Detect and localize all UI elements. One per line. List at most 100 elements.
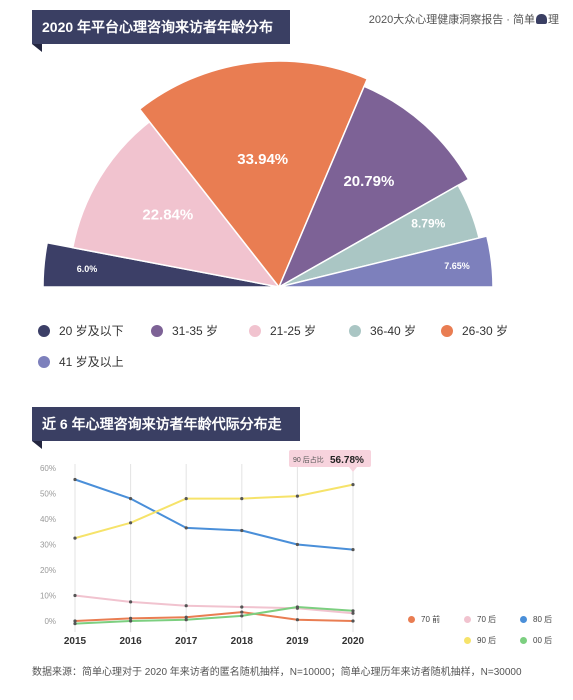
series-point xyxy=(351,609,355,613)
pie-slice xyxy=(138,60,369,289)
series-point xyxy=(129,497,133,501)
series-point xyxy=(129,521,133,525)
series-point xyxy=(184,604,188,608)
series-point xyxy=(184,615,188,619)
pie-slice-label: 8.79% xyxy=(411,217,445,231)
legend-dot-icon xyxy=(520,616,527,623)
legend-dot-icon xyxy=(249,324,261,337)
legend-dot-icon xyxy=(38,355,50,368)
series-point xyxy=(295,605,299,609)
x-tick-label: 2015 xyxy=(64,636,87,647)
line-legend-label: 90 后 xyxy=(477,636,497,645)
series-point xyxy=(184,526,188,530)
legend-dot-icon xyxy=(349,324,361,337)
series-point xyxy=(295,542,299,547)
series-point xyxy=(73,477,77,482)
pie-slice-label: 33.94% xyxy=(237,151,288,168)
pie-legend-label: 31-35 岁 xyxy=(172,324,219,338)
pie-legend-label: 20 岁及以下 xyxy=(59,324,124,338)
legend-dot-icon xyxy=(464,616,471,623)
line-legend-label: 70 前 xyxy=(421,615,441,624)
pie-slice-label: 20.79% xyxy=(343,173,394,190)
series-line xyxy=(74,611,354,622)
line-legend-item: 70 后 xyxy=(464,614,496,625)
y-tick-label: 20% xyxy=(40,566,56,575)
pie-legend-label: 21-25 岁 xyxy=(270,324,317,338)
pie-slice xyxy=(278,235,494,288)
series-point xyxy=(129,616,133,620)
series-line xyxy=(74,606,354,625)
annotation-pointer xyxy=(349,467,357,472)
pie-legend-item: 41 岁及以上 xyxy=(38,353,124,370)
series-line xyxy=(74,483,354,540)
series-point xyxy=(73,622,77,626)
legend-dot-icon xyxy=(464,637,471,644)
series-point xyxy=(295,494,299,498)
pie-slice-label: 6.0% xyxy=(77,264,98,274)
x-tick-label: 2018 xyxy=(231,636,254,647)
series-point xyxy=(351,483,355,487)
series-point xyxy=(184,618,188,622)
series-point xyxy=(240,528,244,533)
line-legend-label: 80 后 xyxy=(533,615,553,624)
legend-dot-icon xyxy=(408,616,415,623)
pie-legend-label: 41 岁及以上 xyxy=(59,355,124,369)
brand-logo-icon xyxy=(536,14,547,24)
y-tick-label: 0% xyxy=(44,617,56,626)
series-point xyxy=(240,610,244,614)
line-legend-label: 70 后 xyxy=(477,615,497,624)
series-point xyxy=(240,497,244,501)
x-tick-label: 2017 xyxy=(175,636,198,647)
pie-slice xyxy=(71,120,281,289)
line-chart: 2015 2016 2017 2018 2019 2020 0% 10% 20% 30% 40% 50… xyxy=(40,450,371,647)
brand-header: 2020大众心理健康洞察报告 · 简单 理 xyxy=(369,11,559,27)
x-tick-label: 2019 xyxy=(286,636,309,647)
pie-slice-label: 22.84% xyxy=(142,206,193,223)
series-point xyxy=(351,548,355,552)
pie-legend-label: 36-40 岁 xyxy=(370,324,417,338)
legend-dot-icon xyxy=(520,637,527,644)
series-point xyxy=(351,619,355,623)
y-tick-label: 40% xyxy=(40,515,56,524)
line-chart-title: 近 6 年心理咨询来访者年龄代际分布走势 xyxy=(32,407,300,466)
series-line xyxy=(74,478,354,551)
series-point xyxy=(184,497,188,501)
legend-dot-icon xyxy=(38,324,50,337)
brand-text: 2020大众心理健康洞察报告 · 简单 xyxy=(368,14,535,26)
series-point xyxy=(295,618,299,622)
pie-legend-item: 21-25 岁 xyxy=(249,322,316,339)
x-tick-label: 2016 xyxy=(119,636,142,647)
series-line xyxy=(74,594,354,615)
line-legend-item: 00 后 xyxy=(520,635,552,646)
series-point xyxy=(129,600,133,604)
pie-legend-label: 26-30 岁 xyxy=(462,324,509,338)
series-point xyxy=(73,593,77,598)
y-tick-label: 10% xyxy=(40,592,56,601)
pie-legend-item: 36-40 岁 xyxy=(349,322,416,339)
series-point xyxy=(129,619,133,623)
data-source-note: 数据来源：简单心理对于 2020 年来访者的匿名随机抽样，N=10000；简单心… xyxy=(32,667,522,678)
line-legend-item: 70 前 xyxy=(408,614,440,625)
line-legend: 70 前 70 后 80 后 90 后 00 后 xyxy=(408,614,558,650)
series-point xyxy=(240,614,244,618)
pie-chart-title: 2020 年平台心理咨询来访者年龄分布 xyxy=(32,10,290,52)
y-tick-label: 60% xyxy=(40,464,56,473)
legend-dot-icon xyxy=(441,324,453,337)
y-tick-label: 30% xyxy=(40,541,56,550)
pie-slice xyxy=(277,85,470,289)
x-tick-label: 2020 xyxy=(342,636,365,647)
pie-legend-item: 31-35 岁 xyxy=(151,322,218,339)
line-legend-item: 90 后 xyxy=(464,635,496,646)
series-point xyxy=(73,536,77,540)
line-legend-label: 00 后 xyxy=(533,636,553,645)
annotation-box xyxy=(289,450,371,467)
line-legend-item: 80 后 xyxy=(520,614,552,625)
annotation-value: 56.78% xyxy=(330,455,364,466)
annotation-label: 90 后占比 xyxy=(293,455,324,464)
pie-legend-item: 20 岁及以下 xyxy=(38,322,124,339)
y-tick-label: 50% xyxy=(40,490,56,499)
pie-legend-item: 26-30 岁 xyxy=(441,322,508,339)
semicircle-pie-chart: 6.0% 22.84% 33.94% 20.79% 8.79% 7.65% xyxy=(42,60,494,289)
pie-slice-label: 7.65% xyxy=(444,261,470,271)
legend-dot-icon xyxy=(151,324,163,337)
